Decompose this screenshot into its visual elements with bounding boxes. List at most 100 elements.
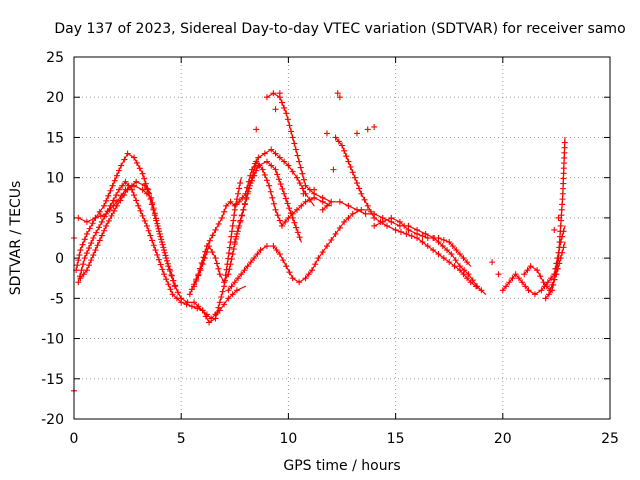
data-point-marker (154, 220, 161, 227)
data-point-marker (229, 222, 236, 229)
data-point-marker (281, 104, 288, 111)
data-point-marker (543, 283, 550, 290)
data-point-marker (145, 227, 152, 234)
data-point-marker (106, 206, 113, 213)
data-point-marker (75, 279, 82, 286)
data-point-marker (401, 222, 408, 229)
data-point-marker (240, 206, 247, 213)
data-point-marker (255, 154, 262, 161)
data-point-marker (76, 252, 83, 259)
data-point-marker (319, 198, 326, 205)
data-point-marker (561, 154, 568, 161)
data-point-marker (548, 275, 555, 282)
data-point-marker (336, 94, 343, 101)
data-point-marker (113, 192, 120, 199)
data-point-marker (403, 230, 410, 237)
data-point-marker (424, 243, 431, 250)
data-point-marker (86, 262, 93, 269)
data-point-marker (225, 287, 232, 294)
data-point-marker (302, 275, 309, 282)
data-point-marker (228, 233, 235, 240)
data-point-marker (111, 177, 118, 184)
data-point-marker (555, 255, 562, 262)
data-point-marker (251, 163, 258, 170)
data-point-marker (361, 196, 368, 203)
data-point-marker (141, 182, 148, 189)
data-point-marker (169, 291, 176, 298)
data-point-marker (296, 279, 303, 286)
y-tick-label: 20 (46, 90, 64, 106)
data-point-marker (170, 277, 177, 284)
data-point-marker (554, 260, 561, 267)
y-tick-label: 25 (46, 50, 64, 66)
data-point-marker (105, 192, 112, 199)
data-point-marker (452, 257, 459, 264)
data-point-marker (259, 166, 266, 173)
data-point-marker (557, 228, 564, 235)
data-point-marker (430, 247, 437, 254)
data-point-marker (133, 178, 140, 185)
series-track-6 (186, 146, 315, 298)
data-point-marker (154, 251, 161, 258)
data-point-marker (515, 275, 522, 282)
data-point-marker (261, 150, 268, 157)
series-track-1 (75, 178, 247, 322)
data-point-marker (540, 279, 547, 286)
data-point-marker (96, 237, 103, 244)
data-point-marker (137, 207, 144, 214)
data-point-marker (354, 206, 361, 213)
data-point-marker (559, 190, 566, 197)
data-point-marker (199, 261, 206, 268)
data-point-marker (218, 214, 225, 221)
data-point-marker (167, 267, 174, 274)
data-point-marker (152, 247, 159, 254)
x-tick-label: 25 (601, 431, 619, 447)
data-point-marker (150, 242, 157, 249)
data-point-marker (560, 185, 567, 192)
data-point-marker (362, 210, 369, 217)
data-point-marker (174, 289, 181, 296)
data-point-marker (296, 234, 303, 241)
data-point-marker (283, 263, 290, 270)
data-point-marker (237, 217, 244, 224)
data-point-marker (83, 267, 90, 274)
data-point-marker (293, 206, 300, 213)
data-point-marker (274, 212, 281, 219)
data-point-marker (273, 247, 280, 254)
data-point-marker (384, 222, 391, 229)
data-point-marker (558, 212, 565, 219)
data-point-marker (315, 255, 322, 262)
data-point-marker (312, 261, 319, 268)
data-point-marker (283, 110, 290, 117)
y-tick-label: 15 (46, 130, 64, 146)
data-point-marker (244, 190, 251, 197)
data-point-marker (221, 301, 228, 308)
data-point-marker (124, 186, 131, 193)
isolated-markers (71, 90, 562, 394)
data-point-marker (489, 259, 496, 266)
data-point-marker (294, 229, 301, 236)
data-point-marker (305, 271, 312, 278)
data-point-marker (253, 158, 260, 165)
data-point-marker (414, 230, 421, 237)
data-point-marker (195, 272, 202, 279)
series-trace (334, 136, 482, 291)
data-point-marker (83, 250, 90, 257)
data-point-marker (203, 249, 210, 256)
data-point-marker (291, 219, 298, 226)
y-tick-label: -20 (41, 412, 64, 428)
data-point-marker (184, 299, 191, 306)
data-point-marker (424, 235, 431, 241)
data-point-marker (231, 202, 238, 209)
data-point-marker (371, 222, 378, 229)
data-point-marker (276, 90, 283, 97)
data-point-marker (231, 279, 238, 286)
data-point-marker (167, 286, 174, 293)
data-point-marker (131, 192, 138, 199)
data-point-marker (270, 200, 277, 207)
data-point-marker (559, 196, 566, 203)
data-point-marker (231, 212, 238, 219)
data-point-marker (439, 243, 446, 250)
data-point-marker (108, 212, 115, 219)
data-point-marker (216, 271, 223, 278)
